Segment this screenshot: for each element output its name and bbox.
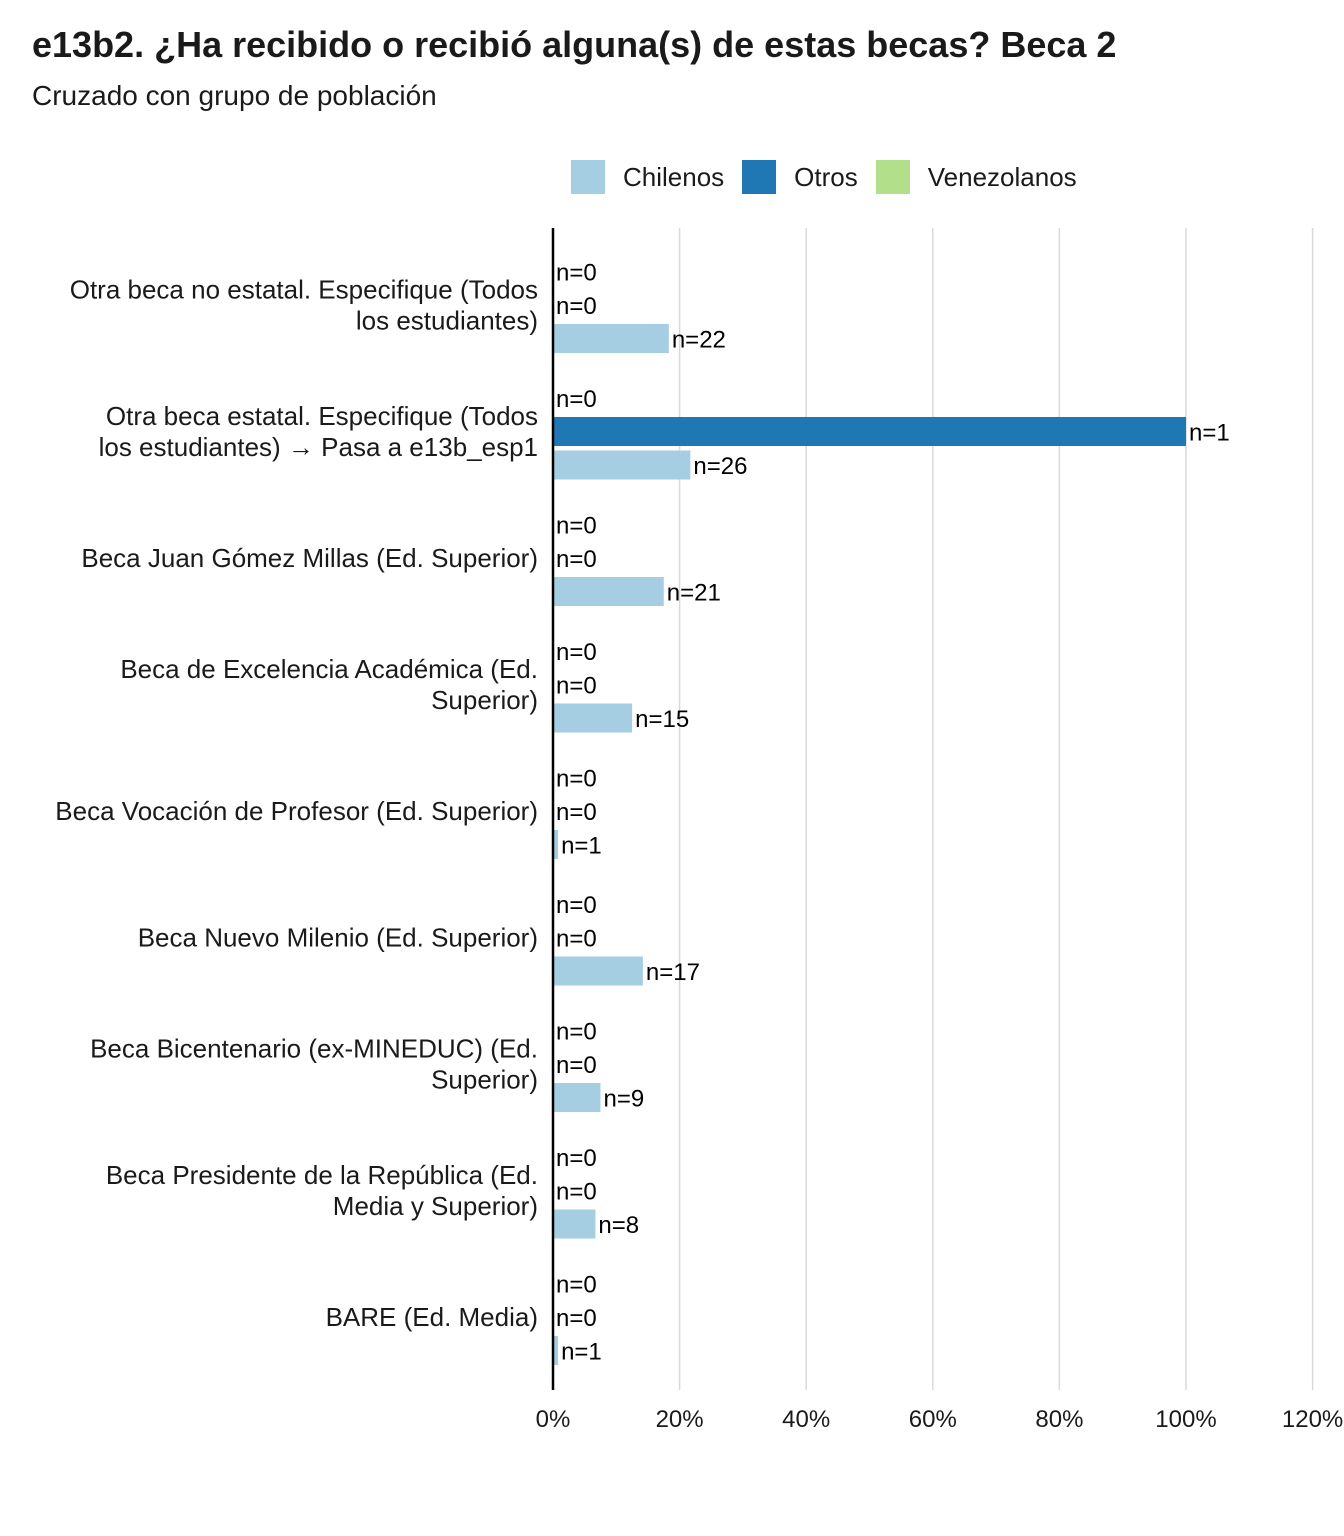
bar-otros <box>553 417 1186 446</box>
bar-n-label: n=0 <box>556 639 597 666</box>
bar-n-label: n=0 <box>556 1179 597 1206</box>
bar-n-label: n=0 <box>556 766 597 793</box>
category-label: Superior) <box>431 685 538 715</box>
bar-chilenos <box>553 577 664 606</box>
category-label: los estudiantes) <box>356 306 538 336</box>
legend-item-chilenos: Chilenos <box>571 160 724 194</box>
bar-n-label: n=8 <box>598 1212 639 1239</box>
x-tick-label: 120% <box>1282 1406 1343 1433</box>
bar-n-label: n=0 <box>556 1145 597 1172</box>
legend-label-venezolanos: Venezolanos <box>927 161 1077 192</box>
bar-n-label: n=0 <box>556 1052 597 1079</box>
bar-n-label: n=0 <box>556 293 597 320</box>
bar-n-label: n=0 <box>556 799 597 826</box>
category-label: Beca Bicentenario (ex-MINEDUC) (Ed. <box>90 1034 538 1064</box>
chart-subtitle: Cruzado con grupo de población <box>32 80 437 111</box>
bar-n-label: n=1 <box>561 833 602 860</box>
bar-n-label: n=21 <box>667 580 721 607</box>
bar-n-label: n=0 <box>556 673 597 700</box>
bar-chilenos <box>553 1336 559 1365</box>
bar-n-label: n=0 <box>556 546 597 573</box>
category-label: Otra beca no estatal. Especifique (Todos <box>70 275 538 305</box>
bar-chilenos <box>553 1083 601 1112</box>
bar-n-label: n=1 <box>1189 420 1230 447</box>
category-label: Beca Juan Gómez Millas (Ed. Superior) <box>81 543 538 573</box>
bar-chilenos <box>553 830 559 859</box>
x-tick-label: 80% <box>1035 1406 1083 1433</box>
category-label: Superior) <box>431 1065 538 1095</box>
legend-item-venezolanos: Venezolanos <box>875 160 1077 194</box>
bar-n-label: n=15 <box>635 706 689 733</box>
bar-n-label: n=0 <box>556 386 597 413</box>
bar-n-label: n=26 <box>693 453 747 480</box>
category-label: los estudiantes) → Pasa a e13b_esp1 <box>99 432 538 462</box>
x-tick-label: 0% <box>536 1406 571 1433</box>
legend-swatch-otros <box>742 160 777 194</box>
category-label: Otra beca estatal. Especifique (Todos <box>106 401 538 431</box>
bar-n-label: n=0 <box>556 513 597 540</box>
legend-label-otros: Otros <box>794 161 858 192</box>
bar-n-label: n=0 <box>556 1272 597 1299</box>
category-label: Beca Vocación de Profesor (Ed. Superior) <box>55 796 538 826</box>
legend: Chilenos Otros Venezolanos <box>571 160 1095 194</box>
bar-chilenos <box>553 703 633 733</box>
category-label: Beca Presidente de la República (Ed. <box>106 1160 538 1190</box>
bar-n-label: n=0 <box>556 1305 597 1332</box>
bar-n-label: n=0 <box>556 892 597 919</box>
bar-n-label: n=0 <box>556 260 597 287</box>
category-label: Beca de Excelencia Académica (Ed. <box>120 654 538 684</box>
bar-n-label: n=0 <box>556 926 597 953</box>
bar-chilenos <box>553 956 643 986</box>
x-tick-label: 100% <box>1155 1406 1216 1433</box>
x-tick-label: 60% <box>909 1406 957 1433</box>
legend-item-otros: Otros <box>742 160 858 194</box>
bar-chilenos <box>553 450 691 480</box>
category-label: Beca Nuevo Milenio (Ed. Superior) <box>138 923 538 953</box>
bar-chilenos <box>553 1209 596 1239</box>
bar-n-label: n=0 <box>556 1019 597 1046</box>
x-tick-label: 20% <box>656 1406 704 1433</box>
bar-n-label: n=22 <box>672 327 726 354</box>
bar-n-label: n=17 <box>646 959 700 986</box>
legend-swatch-chilenos <box>571 160 605 194</box>
bar-n-label: n=9 <box>603 1086 644 1113</box>
chart-title: e13b2. ¿Ha recibido o recibió alguna(s) … <box>32 24 1117 65</box>
bar-n-label: n=1 <box>561 1339 602 1366</box>
legend-label-chilenos: Chilenos <box>623 161 725 192</box>
category-label: BARE (Ed. Media) <box>326 1302 538 1332</box>
x-tick-label: 40% <box>782 1406 830 1433</box>
bar-chilenos <box>553 324 669 353</box>
legend-swatch-venezolanos <box>875 160 910 194</box>
category-label: Media y Superior) <box>333 1191 538 1221</box>
